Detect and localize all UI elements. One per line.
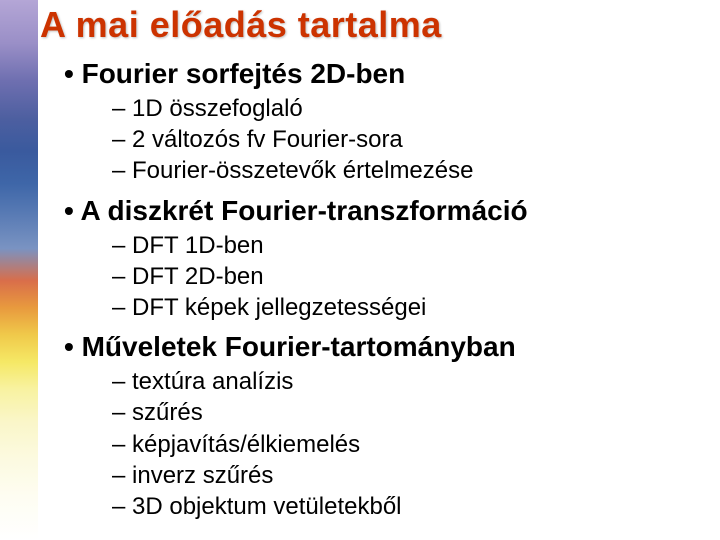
section-heading: A diszkrét Fourier-transzformáció — [64, 193, 710, 228]
section-block: A diszkrét Fourier-transzformáció DFT 1D… — [40, 193, 710, 324]
section-item: DFT 1D-ben — [112, 230, 710, 261]
section-item: inverz szűrés — [112, 460, 710, 491]
section-item: DFT 2D-ben — [112, 261, 710, 292]
section-item: szűrés — [112, 397, 710, 428]
section-item: DFT képek jellegzetességei — [112, 292, 710, 323]
section-item: 3D objektum vetületekből — [112, 491, 710, 522]
section-item: textúra analízis — [112, 366, 710, 397]
slide-content: A mai előadás tartalma Fourier sorfejtés… — [40, 4, 710, 528]
section-block: Fourier sorfejtés 2D-ben 1D összefoglaló… — [40, 56, 710, 187]
section-item: 1D összefoglaló — [112, 93, 710, 124]
section-block: Műveletek Fourier-tartományban textúra a… — [40, 329, 710, 522]
decorative-sidebar — [0, 0, 38, 540]
section-heading: Műveletek Fourier-tartományban — [64, 329, 710, 364]
section-heading: Fourier sorfejtés 2D-ben — [64, 56, 710, 91]
section-item: 2 változós fv Fourier-sora — [112, 124, 710, 155]
slide-title: A mai előadás tartalma — [40, 4, 710, 46]
section-item: képjavítás/élkiemelés — [112, 429, 710, 460]
section-item: Fourier-összetevők értelmezése — [112, 155, 710, 186]
